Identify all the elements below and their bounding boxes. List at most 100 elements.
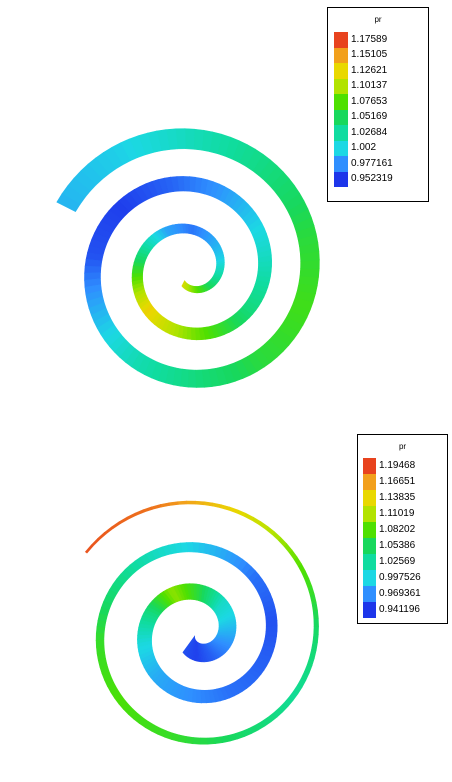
spiral-segment	[192, 688, 198, 703]
legend-label: 1.07653	[351, 95, 388, 107]
spiral-segment	[313, 617, 319, 627]
spiral-segment	[142, 506, 154, 513]
spiral-segment	[185, 736, 194, 745]
legend-swatch	[363, 586, 376, 602]
spiral-segment	[309, 649, 317, 659]
spiral-canvas-bottom	[84, 500, 319, 745]
spiral-segment	[84, 265, 102, 274]
legend-swatch	[334, 140, 348, 156]
spiral-segment	[84, 258, 103, 268]
legend-entry: 1.17589	[334, 32, 393, 48]
legend-entry: 0.969361	[363, 586, 421, 602]
legend-swatch	[334, 32, 348, 48]
spiral-plot-top: pr 1.17589 1.15105 1.12621 1.10137 1.07653 1.…	[56, 7, 429, 388]
legend-swatch	[363, 474, 376, 490]
spiral-segment	[236, 509, 247, 517]
legend-swatch	[363, 554, 376, 570]
legend-rows-top: 1.17589 1.15105 1.12621 1.10137 1.07653 1.051…	[334, 32, 393, 187]
legend-label: 1.12621	[351, 64, 388, 76]
legend-entry: 1.05169	[334, 109, 393, 125]
spiral-segment	[90, 537, 100, 547]
spiral-segment	[265, 630, 278, 637]
legend-swatch	[334, 171, 348, 187]
legend-swatch	[363, 522, 376, 538]
spiral-segment	[178, 734, 187, 744]
legend-entry: 1.15105	[334, 47, 393, 63]
spiral-segment	[171, 732, 180, 742]
color-legend-bottom: pr 1.19468 1.16651 1.13835 1.11019 1.08202 1.…	[357, 434, 448, 624]
spiral-segment	[95, 626, 106, 634]
legend-rows-bottom: 1.19468 1.16651 1.13835 1.11019 1.08202 1.053…	[363, 458, 421, 618]
legend-label: 1.17589	[351, 33, 388, 45]
legend-swatch	[363, 538, 376, 554]
spiral-segment	[299, 268, 320, 278]
spiral-segment	[111, 521, 121, 529]
legend-label: 1.19468	[379, 460, 416, 471]
spiral-segment	[184, 128, 195, 150]
legend-swatch	[363, 570, 376, 586]
spiral-segment	[134, 509, 145, 516]
spiral-segment	[188, 369, 197, 388]
spiral-strip	[84, 500, 319, 745]
legend-entry: 1.07653	[334, 94, 393, 110]
legend-label: 1.002	[351, 142, 377, 154]
legend-swatch	[334, 125, 348, 141]
legend-entry: 1.12621	[334, 63, 393, 79]
legend-label: 1.15105	[351, 49, 388, 61]
spiral-segment	[84, 544, 94, 554]
spiral-segment	[264, 635, 277, 642]
legend-label: 0.941196	[379, 604, 420, 615]
spiral-segment	[132, 265, 144, 271]
legend-entry: 1.11019	[363, 506, 421, 522]
legend-entry: 1.002	[334, 140, 393, 156]
legend-swatch	[363, 458, 376, 474]
spiral-segment	[193, 128, 204, 151]
legend-swatch	[334, 47, 348, 63]
legend-label: 1.05169	[351, 111, 388, 123]
spiral-segment	[189, 176, 196, 193]
spiral-segment	[180, 368, 190, 388]
spiral-segment	[212, 502, 222, 509]
legend-swatch	[363, 506, 376, 522]
spiral-canvas-top	[56, 128, 320, 388]
legend-label: 1.16651	[379, 476, 416, 487]
spiral-segment	[195, 500, 205, 506]
spiral-segment	[311, 641, 318, 651]
legend-entry: 1.19468	[363, 458, 421, 474]
legend-label: 1.05386	[379, 540, 416, 551]
legend-label: 1.11019	[379, 508, 415, 519]
legend-entry: 0.997526	[363, 570, 421, 586]
legend-entry: 1.08202	[363, 522, 421, 538]
spiral-segment	[313, 626, 319, 635]
legend-entry: 1.13835	[363, 490, 421, 506]
legend-label: 1.13835	[379, 492, 416, 503]
legend-entry: 1.05386	[363, 538, 421, 554]
legend-label: 1.02684	[351, 126, 388, 138]
spiral-segment	[192, 542, 199, 553]
color-legend-top: pr 1.17589 1.15105 1.12621 1.10137 1.07653 1.…	[327, 7, 429, 202]
spiral-segment	[312, 634, 319, 643]
spiral-segment	[96, 620, 107, 628]
spiral-segment	[251, 516, 262, 526]
legend-entry: 0.977161	[334, 156, 393, 172]
legend-swatch	[334, 156, 348, 172]
spiral-segment	[168, 501, 179, 506]
spiral-segment	[186, 326, 192, 340]
legend-label: 0.997526	[379, 572, 421, 583]
legend-entry: 0.941196	[363, 602, 421, 618]
spiral-segment	[177, 500, 188, 505]
legend-entry: 1.16651	[363, 474, 421, 490]
legend-title-top: pr	[374, 15, 382, 24]
legend-entry: 0.952319	[334, 171, 393, 187]
legend-swatch	[334, 94, 348, 110]
spiral-segment	[206, 737, 216, 745]
legend-swatch	[363, 602, 376, 618]
legend-label: 1.10137	[351, 80, 388, 92]
spiral-strip	[56, 128, 320, 388]
spiral-segment	[311, 601, 318, 612]
legend-label: 0.977161	[351, 157, 393, 169]
legend-swatch	[363, 490, 376, 506]
spiral-segment	[151, 504, 162, 510]
spiral-segment	[203, 543, 211, 555]
spiral-segment	[118, 516, 129, 525]
